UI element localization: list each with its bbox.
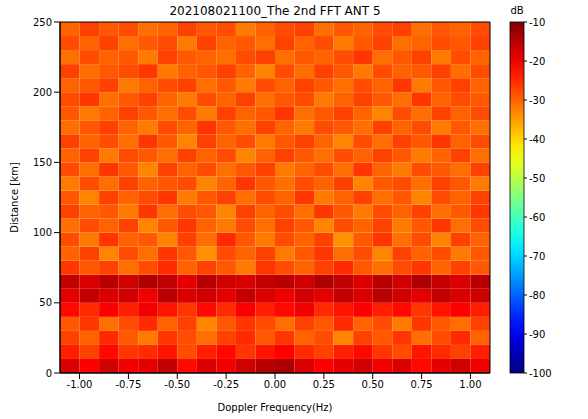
svg-text:200: 200: [33, 87, 52, 98]
svg-text:-40: -40: [529, 134, 545, 145]
svg-text:50: 50: [39, 297, 52, 308]
svg-text:0.75: 0.75: [410, 379, 432, 390]
svg-text:-90: -90: [529, 329, 545, 340]
html-text:202108021100_The 2nd FFT ANT 5: 202108021100_The 2nd FFT ANT 5: [169, 4, 381, 18]
svg-text:-70: -70: [529, 251, 545, 262]
svg-text:-60: -60: [529, 212, 545, 223]
svg-text:100: 100: [33, 227, 52, 238]
svg-text:dB: dB: [510, 5, 523, 16]
svg-text:Distance [km]: Distance [km]: [9, 162, 20, 232]
svg-text:-0.75: -0.75: [115, 379, 141, 390]
svg-text:0: 0: [46, 368, 52, 379]
svg-text:-20: -20: [529, 56, 545, 67]
svg-text:0.25: 0.25: [313, 379, 335, 390]
svg-text:-1.00: -1.00: [67, 379, 93, 390]
svg-text:0.50: 0.50: [362, 379, 384, 390]
svg-text:250: 250: [33, 17, 52, 28]
svg-text:-0.50: -0.50: [164, 379, 190, 390]
svg-text:0.00: 0.00: [264, 379, 286, 390]
svg-text:-0.25: -0.25: [213, 379, 239, 390]
svg-text:1.00: 1.00: [459, 379, 481, 390]
svg-text:Doppler Frequency(Hz): Doppler Frequency(Hz): [218, 402, 333, 413]
svg-text:-50: -50: [529, 173, 545, 184]
svg-text:-80: -80: [529, 290, 545, 301]
svg-text:-30: -30: [529, 95, 545, 106]
svg-text:150: 150: [33, 157, 52, 168]
svg-text:-10: -10: [529, 17, 545, 28]
svg-text:-100: -100: [529, 368, 552, 379]
